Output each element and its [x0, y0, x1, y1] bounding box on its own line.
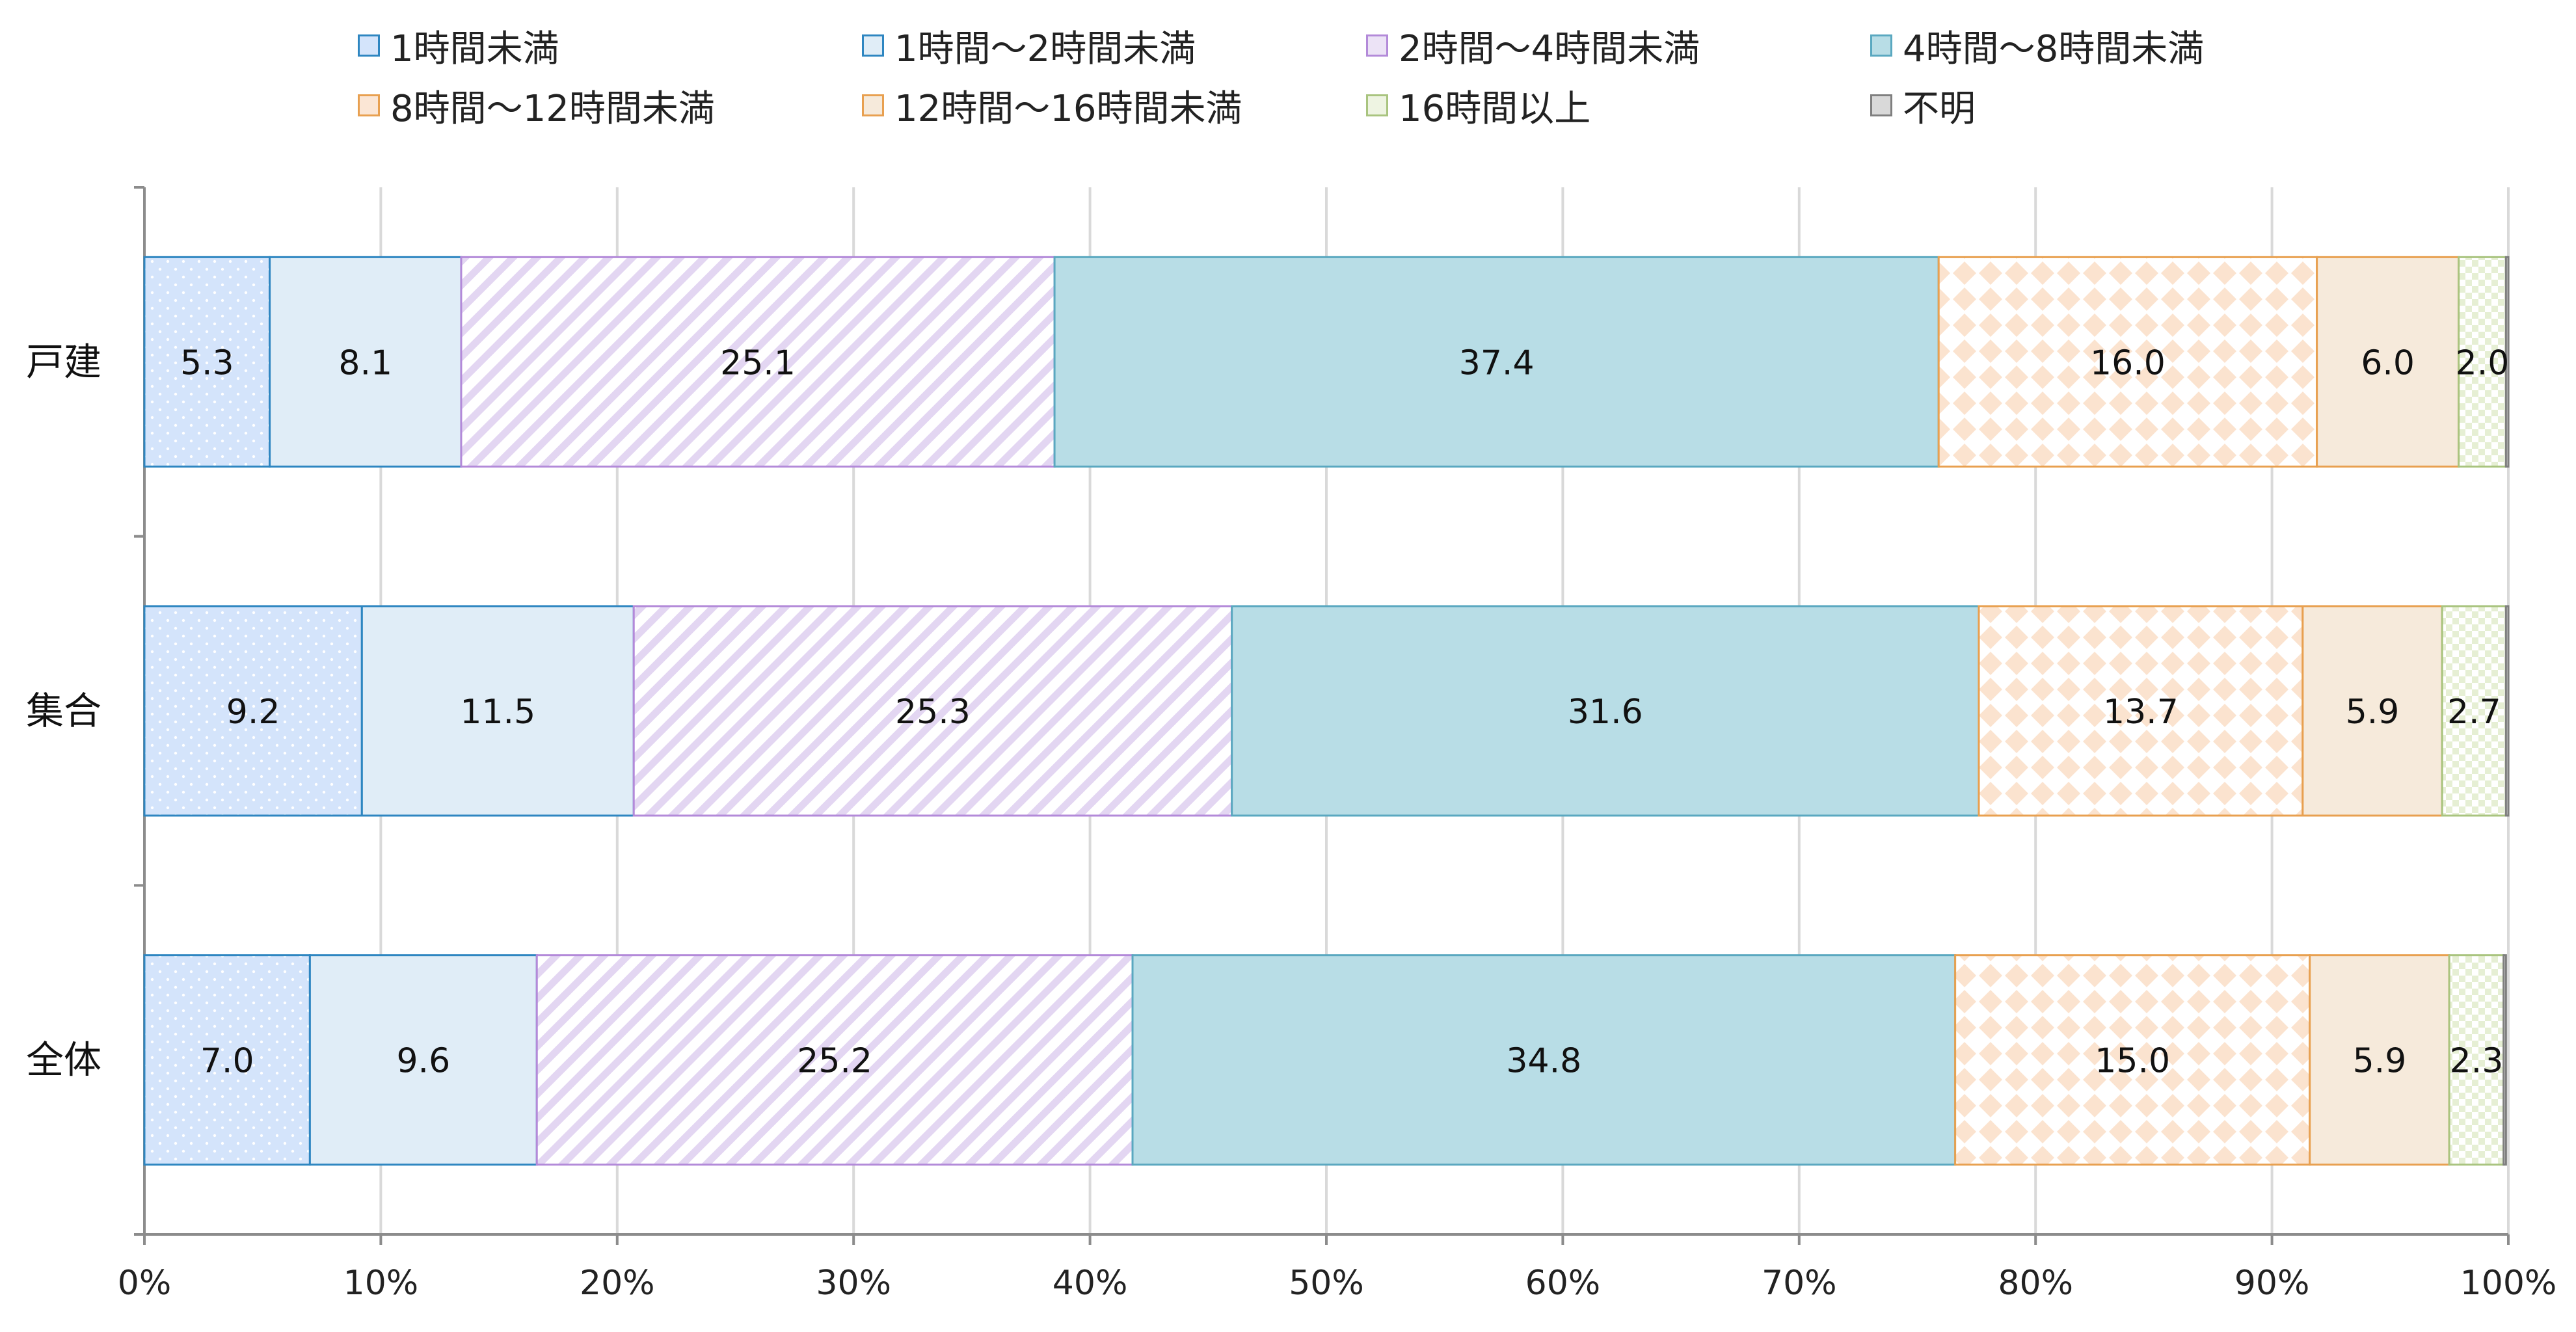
bar-segment: [1954, 954, 2311, 1166]
data-label: 5.9: [2353, 1042, 2407, 1081]
data-label: 31.6: [1568, 693, 1643, 732]
data-label: 7.0: [200, 1042, 254, 1081]
data-label: 2.0: [2456, 343, 2510, 382]
data-labels: 5.3 8.1 25.1 37.4 16.0 6.0 2.0 9.2 11.5 25.3 31.6 1…: [180, 343, 2509, 1080]
legend-swatch: [358, 94, 380, 116]
legend-swatch: [862, 94, 884, 116]
data-label: 25.2: [797, 1042, 872, 1081]
bar-segment: [460, 256, 1056, 468]
legend-label: 不明: [1903, 87, 1976, 130]
data-label: 2.3: [2450, 1042, 2504, 1081]
data-label: 16.0: [2090, 343, 2166, 382]
bar-segment: [2316, 256, 2460, 468]
x-tick-label: 10%: [343, 1264, 419, 1303]
bar-segment: [2504, 605, 2510, 817]
category-label: 全体: [26, 1038, 101, 1082]
data-label: 8.1: [338, 343, 392, 382]
data-label: 25.3: [895, 693, 971, 732]
x-tick-label: 20%: [580, 1264, 655, 1303]
data-label: 5.3: [180, 343, 234, 382]
legend-label: 1時間未満: [390, 27, 559, 70]
x-tick-label: 70%: [1762, 1264, 1837, 1303]
bar-segment: [2448, 954, 2505, 1166]
legend-item-8h-12h: 8時間〜12時間未満: [358, 79, 715, 131]
bar-segment: [1131, 954, 1957, 1166]
chart-legend: 1時間未満 1時間〜2時間未満 2時間〜4時間未満 4時間〜8時間未満 8時間〜…: [0, 0, 2576, 156]
category-label: 集合: [26, 689, 101, 733]
bars: [143, 256, 2510, 1166]
data-label: 11.5: [460, 693, 535, 732]
data-label: 25.1: [720, 343, 796, 382]
data-label: 34.8: [1506, 1042, 1581, 1081]
x-tick-label: 100%: [2460, 1264, 2557, 1303]
data-label: 15.0: [2095, 1042, 2170, 1081]
bar-segment: [269, 256, 463, 468]
legend-item-4h-8h: 4時間〜8時間未満: [1870, 20, 2204, 72]
data-label: 37.4: [1459, 343, 1535, 382]
data-label: 9.6: [396, 1042, 450, 1081]
bar-segment: [1053, 256, 1940, 468]
legend-swatch: [1870, 34, 1892, 57]
bar-segment: [2458, 256, 2507, 468]
data-label: 13.7: [2103, 693, 2179, 732]
x-tick-label: 80%: [1998, 1264, 2073, 1303]
x-tick-label: 30%: [816, 1264, 891, 1303]
legend-swatch: [358, 34, 380, 57]
data-label: 6.0: [2361, 343, 2415, 382]
legend-item-under-1h: 1時間未満: [358, 20, 559, 72]
x-tick-label: 90%: [2234, 1264, 2310, 1303]
bar-segment: [2502, 954, 2507, 1166]
bar-segment: [1231, 605, 1980, 817]
legend-label: 12時間〜16時間未満: [894, 87, 1242, 130]
x-tick-label: 60%: [1525, 1264, 1601, 1303]
legend-label: 8時間〜12時間未満: [390, 87, 715, 130]
data-label: 9.2: [226, 693, 280, 732]
legend-item-unknown: 不明: [1870, 79, 1976, 131]
legend-swatch: [862, 34, 884, 57]
legend-swatch: [1366, 94, 1388, 116]
legend-item-16h-plus: 16時間以上: [1366, 79, 1590, 131]
data-label: 5.9: [2346, 693, 2400, 732]
legend-swatch: [1870, 94, 1892, 116]
category-label: 戸建: [26, 340, 101, 384]
legend-swatch: [1366, 34, 1388, 57]
bar-segment: [632, 605, 1233, 817]
legend-label: 2時間〜4時間未満: [1399, 27, 1700, 70]
bar-segment: [143, 954, 311, 1166]
bar-segment: [143, 256, 271, 468]
data-label: 2.7: [2447, 693, 2501, 732]
legend-item-12h-16h: 12時間〜16時間未満: [862, 79, 1242, 131]
bar-segment: [360, 605, 635, 817]
bar-segment: [2441, 605, 2507, 817]
bar-segment: [2301, 605, 2443, 817]
bar-segment: [1978, 605, 2304, 817]
bar-segment: [2504, 256, 2510, 468]
x-tick-label: 50%: [1289, 1264, 1364, 1303]
legend-label: 16時間以上: [1399, 87, 1591, 130]
bar-segment: [535, 954, 1134, 1166]
legend-label: 4時間〜8時間未満: [1903, 27, 2205, 70]
x-tick-label: 0%: [118, 1264, 172, 1303]
legend-item-1h-2h: 1時間〜2時間未満: [862, 20, 1196, 72]
legend-item-2h-4h: 2時間〜4時間未満: [1366, 20, 1700, 72]
x-tick-label: 40%: [1053, 1264, 1128, 1303]
legend-label: 1時間〜2時間未満: [894, 27, 1196, 70]
